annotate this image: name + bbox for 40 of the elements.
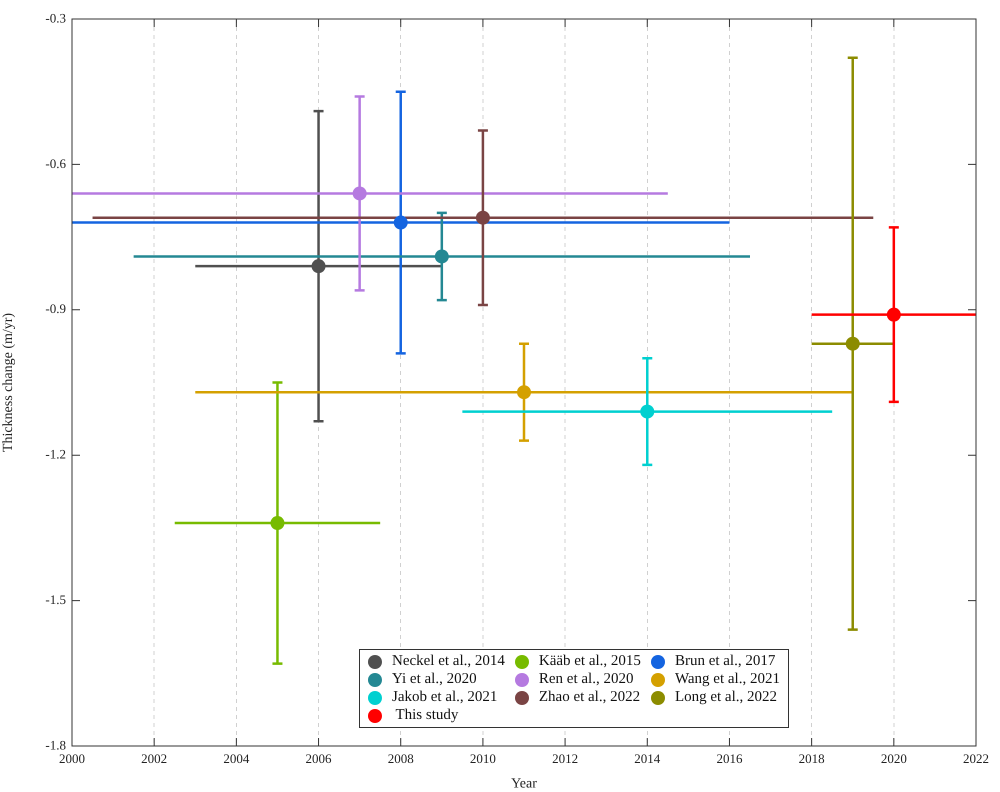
legend-label: Ren et al., 2020 — [538, 671, 634, 688]
x-tick-label: 2002 — [141, 751, 168, 766]
y-tick-label: -0.3 — [45, 10, 66, 26]
x-tick-label: 2012 — [552, 751, 578, 766]
x-tick-label: 2018 — [798, 751, 825, 766]
y-tick-label: -1.2 — [45, 446, 66, 462]
x-axis-title: Year — [511, 776, 538, 792]
point — [394, 216, 408, 230]
legend-label: Brun et al., 2017 — [674, 653, 776, 670]
x-tick-label: 2022 — [963, 751, 989, 766]
legend-label: Long et al., 2022 — [674, 689, 778, 706]
y-tick-label: -1.5 — [45, 592, 66, 608]
x-tick-label: 2008 — [388, 751, 414, 766]
x-tick-label: 2006 — [306, 751, 332, 766]
legend-label: Wang et al., 2021 — [674, 671, 780, 688]
x-tick-label: 2014 — [634, 751, 661, 766]
legend-label: This study — [394, 707, 458, 724]
point — [312, 259, 326, 274]
point — [846, 336, 860, 351]
y-tick-label: -0.9 — [45, 301, 66, 316]
point — [476, 210, 490, 225]
y-tick-label: -0.6 — [45, 156, 66, 171]
legend-label: Neckel et al., 2014 — [392, 653, 505, 670]
point — [640, 404, 654, 419]
point — [270, 516, 284, 530]
legend-label: Kääb et al., 2015 — [538, 653, 641, 670]
x-tick-label: 2010 — [470, 751, 496, 766]
point — [434, 249, 449, 264]
x-tick-label: 2004 — [223, 751, 250, 766]
y-tick-label: -1.8 — [45, 737, 66, 752]
y-axis-title: Thickness change (m/yr) — [1, 312, 16, 452]
point — [352, 186, 367, 200]
point — [517, 385, 531, 400]
x-tick-label: 2000 — [59, 751, 85, 766]
legend-label: Yi et al., 2020 — [392, 671, 477, 688]
point — [886, 308, 901, 322]
x-tick-label: 2016 — [716, 751, 743, 766]
legend-label: Zhao et al., 2022 — [538, 689, 640, 706]
legend-label: Jakob et al., 2021 — [392, 689, 498, 706]
x-tick-label: 2020 — [880, 751, 907, 766]
